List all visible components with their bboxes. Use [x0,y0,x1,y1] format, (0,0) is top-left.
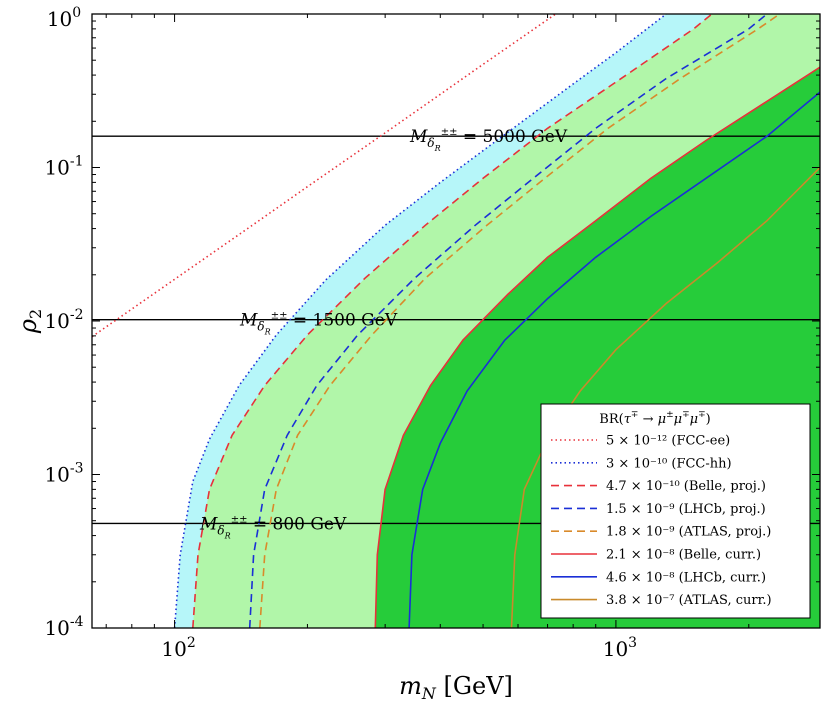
br-contours [92,14,820,628]
x-tick-label-1: 103 [603,635,637,661]
y-tick-label-1: 10-3 [44,461,83,487]
contour-2 [192,14,713,628]
mass-label-1: MδR±± = 1500 GeV [239,311,398,337]
legend-label-4: 1.8 × 10⁻⁹ (ATLAS, proj.) [606,525,771,540]
y-axis-label: ρ2 [14,309,45,334]
legend-label-5: 2.1 × 10⁻⁸ (Belle, curr.) [606,548,761,563]
contour-6 [408,91,820,628]
legend-title: BR(τ∓ → μ±μ∓μ∓) [599,410,710,427]
y-tick-label-2: 10-2 [44,307,83,333]
legend-label-1: 3 × 10⁻¹⁰ (FCC-hh) [606,456,732,471]
contour-0 [92,14,557,338]
legend: BR(τ∓ → μ±μ∓μ∓) 5 × 10⁻¹² (FCC-ee) 3 × 10… [540,403,811,619]
legend-label-3: 1.5 × 10⁻⁹ (LHCb, proj.) [606,502,766,517]
y-tick-label-0: 10-4 [44,614,83,640]
contour-7 [510,166,820,628]
legend-label-0: 5 × 10⁻¹² (FCC-ee) [606,434,730,449]
mass-reference-labels: MδR±± = 5000 GeV MδR±± = 1500 GeV MδR±± = … [199,127,568,540]
mass-label-2: MδR±± = 800 GeV [199,514,347,540]
legend-label-6: 4.6 × 10⁻⁸ (LHCb, curr.) [606,570,766,585]
contour-1 [173,14,667,628]
legend-entries: 5 × 10⁻¹² (FCC-ee) 3 × 10⁻¹⁰ (FCC-hh) 4.7 … [551,434,772,608]
legend-box [540,403,811,619]
axis-ticks [92,13,820,629]
legend-label-7: 3.8 × 10⁻⁷ (ATLAS, curr.) [606,593,772,608]
y-tick-label-3: 10-1 [44,154,83,180]
legend-label-2: 4.7 × 10⁻¹⁰ (Belle, proj.) [606,479,766,494]
contour-3 [248,14,768,628]
axis-tick-labels: 102 103 10-4 10-3 10-2 10-1 100 [44,5,637,661]
x-tick-label-0: 102 [161,635,195,661]
y-tick-label-4: 100 [47,5,81,31]
mass-label-0: MδR±± = 5000 GeV [409,127,568,153]
contour-5 [374,66,820,628]
x-axis-label: mN [GeV] [399,672,513,703]
